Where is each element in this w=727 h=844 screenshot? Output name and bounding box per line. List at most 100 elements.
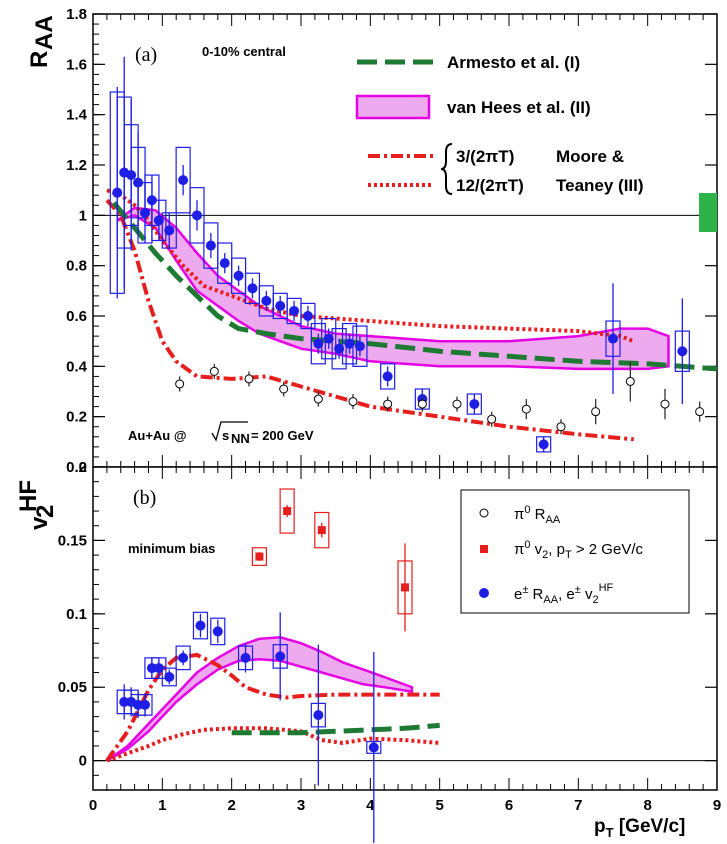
systematic-box [310, 702, 326, 728]
electron-point [212, 626, 223, 637]
y-tick-label-a: 1 [79, 207, 87, 224]
electron-point [538, 439, 549, 450]
legend-moore-name-b: Teaney (III) [556, 176, 644, 195]
electron-point [313, 338, 324, 349]
systematic-box [310, 322, 326, 365]
electron-point [344, 338, 355, 349]
systematic-box [210, 617, 226, 646]
y-tick-label-b: 0.05 [58, 679, 87, 696]
y-tick-label-b: 0 [79, 753, 87, 770]
armesto-curve-a [111, 201, 718, 372]
electron-point [261, 295, 272, 306]
legend-electron: e± RAA, e± v2HF [514, 582, 614, 606]
y-tick-label-a: 0 [79, 459, 87, 476]
pi0-raa-point [209, 366, 219, 376]
systematic-box [366, 740, 382, 754]
electron-point [153, 663, 164, 674]
sqrt-sub: NN [231, 431, 250, 446]
systematic-box [331, 327, 347, 370]
panel-b: 00.050.10.150.20 1 2 3 4 5 6 7 8 9 (b) minimum bi… [15, 459, 721, 843]
systematic-box [175, 645, 191, 671]
electron-point [195, 620, 206, 631]
panel-a-ticks: 00.20.40.60.811.21.41.61.8 [66, 6, 718, 476]
pi0-v2-point [401, 583, 409, 592]
ylabel-R: R [26, 51, 53, 68]
electron-point [469, 399, 480, 410]
electron-point [368, 742, 379, 753]
y-tick-label-a: 0.4 [66, 358, 88, 375]
legend-blue-circle [479, 588, 489, 598]
pi0-raa-point [591, 407, 601, 417]
electron-point [275, 300, 286, 311]
panel-b-model-curves [105, 636, 440, 763]
energy-text: = 200 GeV [251, 428, 314, 443]
panel-b-ylabel: v 2 HF [15, 480, 59, 530]
systematic-box [251, 547, 267, 566]
panel-a-label: (a) [135, 44, 157, 66]
panel-a-data-points [109, 56, 705, 453]
electron-point [219, 258, 230, 269]
systematic-box [300, 302, 316, 330]
electron-point [247, 283, 258, 294]
x-tick-label: 5 [435, 797, 443, 814]
pi0-raa-point [313, 394, 323, 404]
legend-red-square [480, 545, 488, 553]
panel-a-legend: Armesto et al. (I) van Hees et al. (II) … [355, 53, 644, 195]
pi0-raa-point [695, 407, 705, 417]
y-tick-label-a: 0.6 [66, 308, 87, 325]
panel-b-label: (b) [133, 487, 156, 509]
electron-point [153, 215, 164, 226]
y-tick-label-a: 1.2 [66, 157, 87, 174]
x-tick-label: 2 [227, 797, 235, 814]
x-tick-label: 3 [297, 797, 305, 814]
armesto-curve-b [231, 722, 440, 736]
moore-teaney-dashdot-b [105, 652, 440, 762]
systematic-box [272, 644, 288, 669]
panel-a-ylabel: R AA [26, 15, 58, 68]
electron-point [354, 341, 365, 352]
electron-point [233, 270, 244, 281]
systematic-box [161, 212, 177, 249]
systematic-box [380, 363, 396, 390]
x-tick-label: 7 [574, 797, 582, 814]
electron-point [178, 652, 189, 663]
vanhees-band-a [116, 206, 670, 371]
electron-point [302, 311, 313, 321]
pi0-raa-point [279, 384, 289, 394]
electron-point [240, 652, 251, 663]
electron-point [313, 710, 324, 721]
ylabel-R-sub: AA [31, 15, 58, 50]
ylabel-v-sup: HF [15, 480, 42, 512]
ylabel-v-sub: 2 [32, 505, 59, 518]
pi0-raa-point [625, 376, 635, 386]
legend-moore-name-a: Moore & [556, 147, 624, 166]
systematic-box [321, 317, 337, 360]
electron-point [289, 305, 300, 316]
pi0-raa-point [556, 422, 566, 432]
x-tick-label: 0 [89, 797, 97, 814]
vanhees-band-b [106, 636, 414, 762]
panel-b-legend: π0 RAA π0 v2, pT > 2 GeV/c e± RAA, e± v2… [460, 489, 690, 614]
y-tick-label-a: 1.8 [66, 6, 87, 23]
x-tick-label: 9 [713, 797, 721, 814]
electron-point [205, 240, 216, 251]
y-tick-label-b: 0.2 [66, 459, 87, 476]
pi0-raa-point [417, 399, 427, 409]
panel-b-ticks: 00.050.10.150.20 1 2 3 4 5 6 7 8 9 [58, 459, 721, 814]
electron-point [608, 333, 618, 344]
pi0-raa-point [452, 399, 462, 409]
electron-point [140, 699, 150, 710]
pi0-v2-point [317, 526, 326, 535]
xlabel: pT [GeV/c] [594, 816, 685, 840]
electron-point [164, 671, 175, 682]
legend-pi0-v2: π0 v2, pT > 2 GeV/c [514, 539, 643, 561]
electron-point [164, 225, 175, 236]
systematic-box [397, 560, 413, 615]
x-tick-label: 8 [643, 797, 651, 814]
pi0-raa-point [244, 374, 254, 384]
systematic-box [175, 146, 191, 214]
y-tick-label-a: 0.2 [66, 409, 87, 426]
legend-moore-b: 12/(2πT) [456, 176, 524, 195]
x-tick-label: 4 [366, 797, 375, 814]
